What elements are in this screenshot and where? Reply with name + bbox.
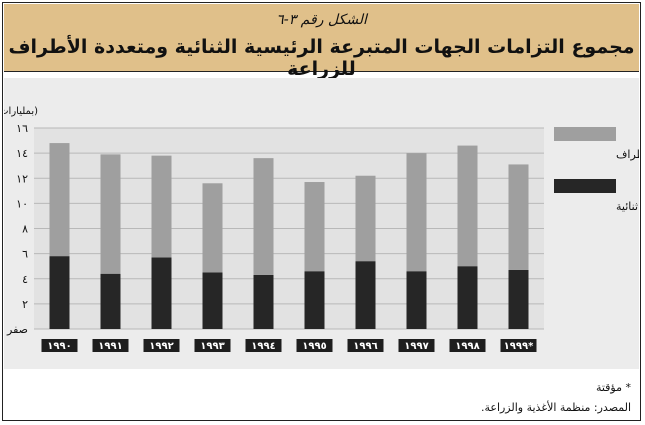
legend-label-multilateral: متعددة الأطراف: [616, 147, 639, 161]
x-label-box: [347, 339, 384, 352]
chart-panel: صفر ٢ ٤ ٦ ٨ ١٠ ١٢ ١٤ ١٦ ١٩٩٠ ١٩٩١ ١٩٩٢ ١٩٩٣ ١٩٩٤ ١٩٩٥…: [4, 78, 639, 369]
y-tick-label: ٦: [22, 248, 28, 261]
bar-segment-multilateral: [508, 164, 529, 270]
x-label-box: [500, 339, 537, 352]
x-tick-label: ١٩٩٦: [353, 341, 377, 352]
x-tick-label: ١٩٩٠: [47, 341, 71, 352]
y-tick-label: صفر: [6, 323, 28, 336]
x-tick-label: ١٩٩٣: [200, 341, 224, 352]
figure-frame: [2, 2, 641, 421]
bar-segment-multilateral: [457, 145, 478, 267]
source-note: المصدر: منظمة الأغذية والزراعة.: [480, 401, 631, 414]
x-tick-label: ١٩٩٥: [302, 341, 326, 352]
x-label-box: [41, 339, 78, 352]
y-tick-label: ٢: [22, 298, 28, 311]
x-label-box: [449, 339, 486, 352]
y-axis-label: (بمليارات الدولارات، ١٩٩٥): [4, 106, 38, 117]
bar-segment-multilateral: [253, 158, 274, 275]
bar-segment-bilateral: [304, 271, 325, 329]
x-tick-label: ١٩٩٧: [404, 341, 428, 352]
bar-segment-multilateral: [406, 153, 427, 272]
x-label-box: [92, 339, 129, 352]
bar-segment-bilateral: [253, 274, 274, 329]
bar-segment-multilateral: [100, 154, 121, 274]
provisional-note: * مؤقتة: [595, 381, 631, 394]
x-label-box: [143, 339, 180, 352]
y-tick-label: ٤: [22, 273, 28, 286]
x-label-box: [194, 339, 231, 352]
figure-header: الشكل رقم ٣-٦ مجموع التزامات الجهات المت…: [4, 4, 639, 80]
bar-segment-bilateral: [457, 266, 478, 329]
bar-segment-bilateral: [406, 271, 427, 329]
bar-segment-bilateral: [151, 257, 172, 329]
x-tick-label: ١٩٩٨: [455, 341, 479, 352]
y-tick-label: ١٦: [16, 122, 28, 135]
figure-caption: الشكل رقم ٣-٦: [276, 12, 367, 28]
x-tick-label: ١٩٩٢: [149, 341, 173, 352]
y-tick-label: ٨: [22, 223, 28, 236]
bar-segment-multilateral: [49, 143, 70, 257]
bar-segment-bilateral: [100, 273, 121, 329]
bar-segment-bilateral: [508, 269, 529, 329]
stacked-bar-chart: صفر ٢ ٤ ٦ ٨ ١٠ ١٢ ١٤ ١٦ ١٩٩٠ ١٩٩١ ١٩٩٢ ١٩٩٣ ١٩٩٤ ١٩٩٥…: [4, 106, 639, 352]
bar-segment-multilateral: [355, 175, 376, 262]
bar-segment-multilateral: [304, 182, 325, 272]
x-tick-label: ١٩٩٩*: [504, 341, 534, 352]
y-tick-label: ١٠: [16, 197, 28, 210]
bar-segment-multilateral: [151, 155, 172, 258]
legend-swatch-bilateral: [554, 179, 616, 193]
bar-segment-bilateral: [49, 256, 70, 329]
bar-segment-bilateral: [202, 272, 223, 329]
x-tick-label: ١٩٩١: [98, 341, 122, 352]
y-tick-label: ١٤: [16, 147, 28, 160]
x-label-box: [398, 339, 435, 352]
legend-label-bilateral: ثنائية: [616, 200, 638, 213]
bar-segment-multilateral: [202, 183, 223, 273]
legend-swatch-multilateral: [554, 127, 616, 141]
y-tick-label: ١٢: [16, 172, 28, 185]
chart-title: مجموع التزامات الجهات المتبرعة الرئيسية …: [8, 36, 635, 80]
x-tick-label: ١٩٩٤: [251, 341, 275, 352]
x-label-box: [245, 339, 282, 352]
bar-segment-bilateral: [355, 261, 376, 329]
x-label-box: [296, 339, 333, 352]
